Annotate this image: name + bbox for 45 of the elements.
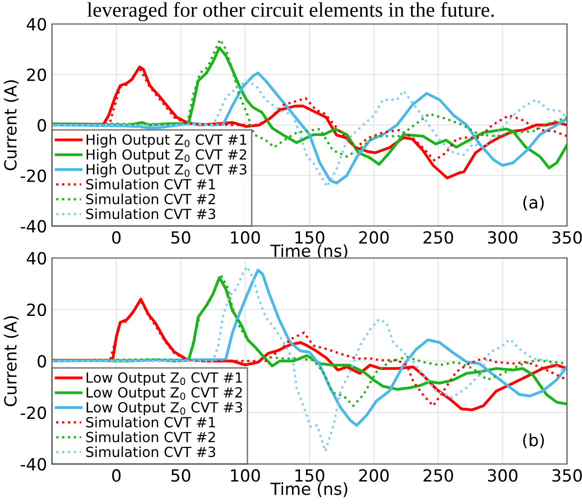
y-tick-label: -40 [20,220,46,233]
y-tick-label: -20 [20,169,46,182]
x-tick-label: 100 [231,231,260,244]
y-tick-label: 40 [26,252,46,265]
x-tick-label: 250 [424,231,454,244]
legend-label: High Output Z$_{0}$ CVT #3 [86,164,246,178]
x-tick-label: 200 [359,231,389,244]
x-axis-title: Time (ns) [270,244,348,260]
chart-title: leveraged for other circuit elements in the future. [87,2,494,22]
x-tick-label: 50 [171,469,190,482]
x-tick-label: 100 [231,469,260,482]
legend-label: Simulation CVT #3 [86,208,216,220]
legend-label: Simulation CVT #3 [86,446,216,458]
x-tick-label: 300 [488,469,518,482]
y-tick-label: 40 [26,18,46,31]
legend-label: Low Output Z$_{0}$ CVT #1 [86,372,242,386]
y-tick-label: 20 [27,68,46,82]
x-tick-label: 200 [359,469,389,482]
y-tick-label: 0 [38,118,46,132]
legend-label: Low Output Z$_{0}$ CVT #3 [86,402,242,416]
x-tick-label: 350 [552,231,582,244]
x-tick-label: 0 [112,469,121,482]
x-tick-label: 250 [424,469,454,482]
annotation: (a) [523,196,544,211]
legend-label: High Output Z$_{0}$ CVT #1 [86,134,246,148]
legend-label: High Output Z$_{0}$ CVT #2 [86,149,246,162]
legend-label: Simulation CVT #1 [86,416,216,428]
legend-label: Simulation CVT #1 [86,178,216,190]
y-tick-label: 20 [27,303,46,316]
x-tick-label: 50 [171,231,190,244]
legend-label: Simulation CVT #2 [86,194,215,204]
y-tick-label: -20 [20,406,46,420]
legend-label: Low Output Z$_{0}$ CVT #2 [86,387,242,400]
y-tick-label: -40 [20,458,46,471]
y-axis-title: Current (A) [4,80,19,170]
annotation: (b) [523,433,544,448]
y-axis-title: Current (A) [4,316,19,406]
x-tick-label: 300 [488,231,518,244]
x-tick-label: 150 [295,231,324,244]
y-tick-label: 0 [38,354,46,368]
legend-label: Simulation CVT #2 [86,432,215,442]
x-tick-label: 0 [112,231,121,244]
x-tick-label: 150 [295,469,324,482]
x-tick-label: 350 [552,469,582,482]
x-axis-title: Time (ns) [270,482,348,498]
